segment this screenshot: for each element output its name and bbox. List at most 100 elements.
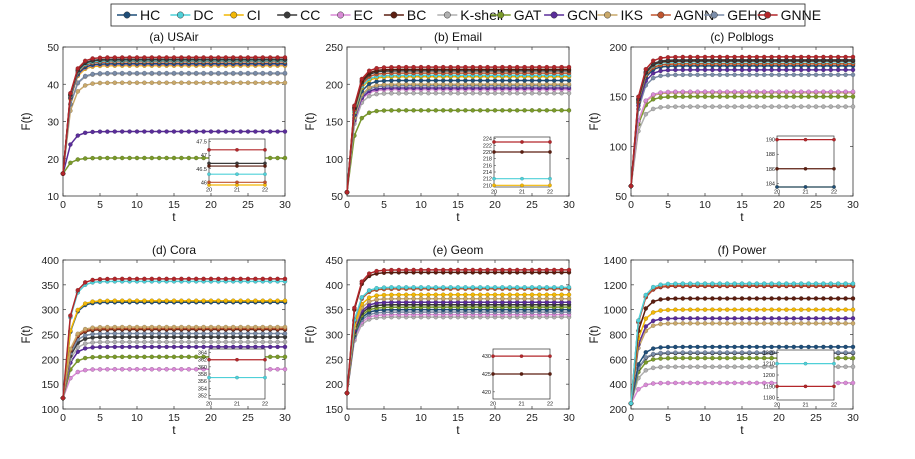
data-point [798, 307, 804, 312]
y-tick-label: 150 [325, 117, 343, 129]
data-point [658, 364, 663, 370]
data-point [149, 155, 155, 161]
y-tick-label: 400 [41, 255, 59, 267]
data-point [680, 321, 686, 326]
data-point [835, 350, 841, 355]
data-point [717, 89, 723, 94]
data-point [164, 80, 169, 86]
data-point [282, 354, 288, 360]
data-point [223, 55, 229, 60]
data-point [260, 276, 266, 282]
data-point [238, 55, 243, 60]
data-point [813, 307, 819, 312]
data-point [695, 94, 700, 99]
data-point [761, 296, 767, 301]
data-point [455, 285, 461, 290]
inset-point [803, 384, 808, 389]
series-gnne [344, 64, 572, 195]
data-point [470, 285, 476, 290]
data-point [747, 72, 752, 78]
data-point [680, 350, 686, 355]
x-tick-label: 25 [242, 412, 254, 424]
data-point [769, 94, 774, 99]
inset-point [803, 361, 808, 366]
inset-series-dc [207, 172, 267, 177]
data-point [680, 104, 686, 109]
y-tick-label: 50 [331, 191, 343, 203]
data-point [230, 55, 236, 60]
inset-point [548, 140, 552, 144]
data-point [514, 267, 520, 273]
data-point [282, 80, 288, 86]
data-point [791, 307, 797, 312]
data-point [193, 55, 199, 60]
data-point [485, 292, 490, 298]
data-point [544, 285, 550, 290]
inset-y-tick-label: 1210 [763, 362, 775, 368]
data-point [724, 380, 730, 386]
data-point [403, 64, 409, 70]
data-point [193, 80, 199, 86]
data-point [710, 281, 715, 286]
legend-marker-icon [497, 11, 505, 19]
data-point [366, 68, 372, 74]
data-point [463, 292, 468, 298]
data-point [798, 344, 804, 350]
data-point [673, 380, 678, 386]
data-point [850, 350, 856, 355]
x-tick-label: 20 [205, 412, 217, 424]
data-point [82, 156, 88, 161]
data-point [134, 324, 140, 330]
data-point [455, 64, 461, 70]
data-point [352, 103, 357, 109]
data-point [156, 331, 162, 336]
data-point [344, 390, 350, 396]
legend-marker-icon [710, 11, 718, 19]
data-point [732, 89, 737, 94]
data-point [230, 80, 236, 86]
data-point [208, 339, 214, 345]
data-point [381, 292, 387, 298]
data-point [164, 366, 169, 372]
data-point [747, 104, 752, 109]
data-point [282, 331, 288, 336]
data-point [732, 94, 737, 99]
data-point [448, 285, 453, 290]
x-tick-label: 10 [699, 412, 711, 424]
data-point [492, 108, 498, 113]
data-point [142, 354, 147, 360]
data-point [710, 54, 715, 60]
data-point [374, 293, 379, 298]
data-point [769, 72, 774, 78]
data-point [455, 108, 461, 113]
data-point [230, 70, 236, 76]
data-point [186, 331, 192, 336]
data-point [142, 339, 147, 345]
y-tick-label: 200 [41, 354, 59, 366]
data-point [105, 80, 110, 86]
inset-point [492, 140, 496, 144]
inset-point [491, 354, 495, 358]
data-point [134, 354, 140, 360]
legend-entry-iks: IKS [597, 7, 643, 23]
data-point [186, 324, 192, 330]
data-point [761, 307, 767, 312]
data-point [754, 380, 760, 386]
x-axis-label: t [740, 425, 744, 437]
data-point [732, 355, 737, 361]
data-point [127, 324, 132, 330]
panel-title: (f) Power [718, 243, 767, 257]
data-point [665, 281, 671, 287]
data-point [171, 70, 177, 76]
data-point [522, 267, 527, 273]
data-point [732, 296, 737, 301]
data-point [193, 298, 199, 304]
data-point [566, 267, 572, 273]
inset-point [235, 180, 239, 185]
data-point [245, 298, 251, 304]
data-point [658, 55, 663, 61]
data-point [164, 354, 169, 360]
data-point [769, 355, 774, 361]
data-point [551, 292, 557, 298]
data-point [710, 296, 715, 301]
